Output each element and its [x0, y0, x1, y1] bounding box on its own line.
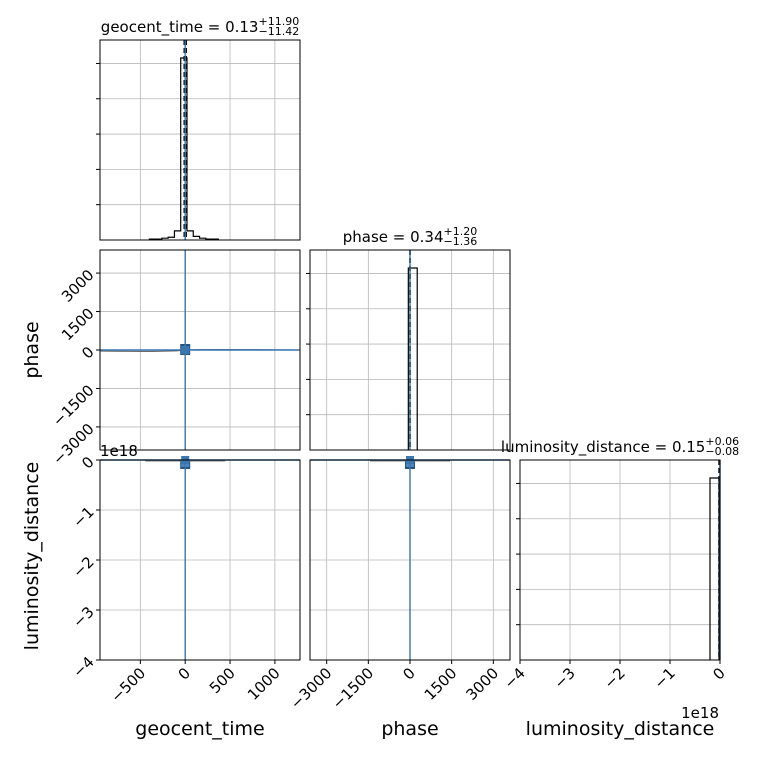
- panel-geocent-lumdist-ytick-label-1: −3: [69, 603, 97, 631]
- panel-phase-lumdist-xtick-label-1: −1500: [329, 664, 378, 713]
- lumdist-x-offset-text: 1e18: [681, 704, 719, 722]
- lumdist-xlabel: luminosity_distance: [526, 718, 715, 740]
- geocent-time-xlabel: geocent_time: [135, 718, 264, 740]
- panel-geocent-lumdist-xtick-label-3: 1000: [244, 664, 284, 704]
- panel-lumdist-hist-title-sub: −0.08: [705, 445, 739, 458]
- panel-geocent-phase-ytick-label-4: 3000: [58, 266, 98, 306]
- panel-geocent-lumdist-ytick-label-3: −1: [69, 503, 97, 531]
- panel-lumdist-hist-xtick-label-0: −4: [500, 664, 528, 692]
- panel-phase-lumdist-xtick-label-0: −3000: [287, 664, 336, 713]
- panel-phase-lumdist-xtick-label-2: 0: [399, 664, 418, 683]
- panel-lumdist-hist-title: luminosity_distance = 0.15+0.06: [501, 435, 739, 457]
- panel-geocent-lumdist-ytick-label-2: −2: [69, 553, 97, 581]
- panel-phase-hist-frame: [309, 249, 511, 451]
- panel-phase-lumdist-xtick-label-4: 3000: [462, 664, 502, 704]
- panel-phase-hist-title-sub: −1.36: [444, 235, 478, 248]
- panel-lumdist-hist-xtick-label-1: −3: [550, 664, 578, 692]
- panel-geocent-time-hist-title: geocent_time = 0.13+11.90: [101, 15, 299, 37]
- panel-geocent-time-hist-background: [100, 40, 300, 240]
- panel-geocent-lumdist-xtick-label-2: 500: [206, 664, 239, 697]
- panel-geocent-lumdist-xtick-label-1: 0: [175, 664, 194, 683]
- panel-lumdist-hist-xtick-label-2: −2: [600, 664, 628, 692]
- panel-geocent-phase-ytick-label-3: 1500: [58, 304, 98, 344]
- panel-geocent-lumdist-xtick-label-0: −500: [107, 664, 149, 706]
- panel-geocent-phase-ytick-label-2: 0: [78, 343, 97, 362]
- panel-lumdist-hist-xtick-label-4: 0: [709, 664, 728, 683]
- panel-geocent-time-hist-frame: [99, 39, 301, 241]
- panel-geocent-phase-ytick-label-1: −1500: [49, 381, 98, 430]
- lumdist-y-offset-text: 1e18: [100, 442, 138, 460]
- panel-geocent-phase-truth-marker: [181, 346, 190, 354]
- panel-geocent-time-hist-title-sub: −11.42: [258, 25, 299, 38]
- panel-lumdist-hist-xtick-label-3: −1: [650, 664, 678, 692]
- panel-phase-hist-histogram-step: [407, 267, 418, 450]
- phase-xlabel: phase: [381, 718, 438, 740]
- phase-ylabel: phase: [21, 321, 43, 378]
- panel-phase-lumdist-xtick-label-3: 1500: [421, 664, 461, 704]
- panel-phase-hist-title: phase = 0.34+1.20: [343, 225, 478, 246]
- panel-geocent-lumdist-ytick-label-0: −4: [69, 653, 97, 681]
- panel-geocent-lumdist-ytick-label-4: 0: [78, 453, 97, 472]
- lumdist-ylabel: luminosity_distance: [21, 462, 43, 651]
